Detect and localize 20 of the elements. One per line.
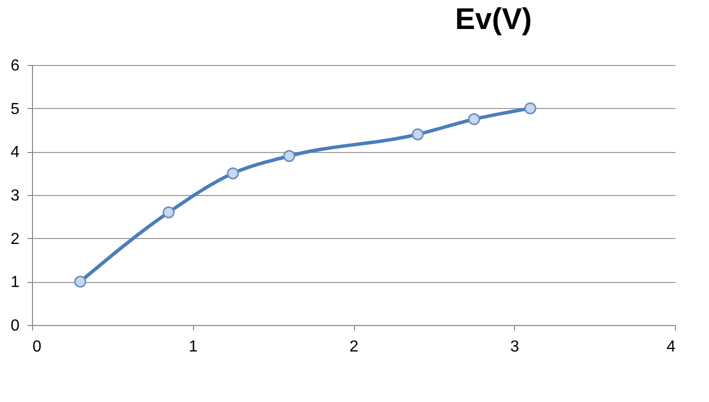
point [412,128,424,140]
x-tick-label: 0 [32,338,42,356]
y-tick-label: 3 [10,188,20,204]
point [226,167,239,180]
y-tick-label: 6 [10,58,20,74]
y-tick-label: 5 [10,100,20,118]
y-tick-label: 2 [10,230,20,248]
y-tick-label: 1 [10,274,20,292]
chart-title: Ev(V) [455,3,532,36]
x-tick-label: 3 [510,338,520,356]
point [74,276,86,288]
x-tick-label: 4 [666,338,676,356]
y-tick-label: 0 [10,318,20,334]
point [283,150,296,162]
point [524,102,536,114]
point [162,206,175,218]
point [468,113,480,126]
x-tick-label: 2 [350,338,359,356]
y-tick-label: 4 [10,144,20,162]
x-tick-label: 1 [188,338,198,356]
